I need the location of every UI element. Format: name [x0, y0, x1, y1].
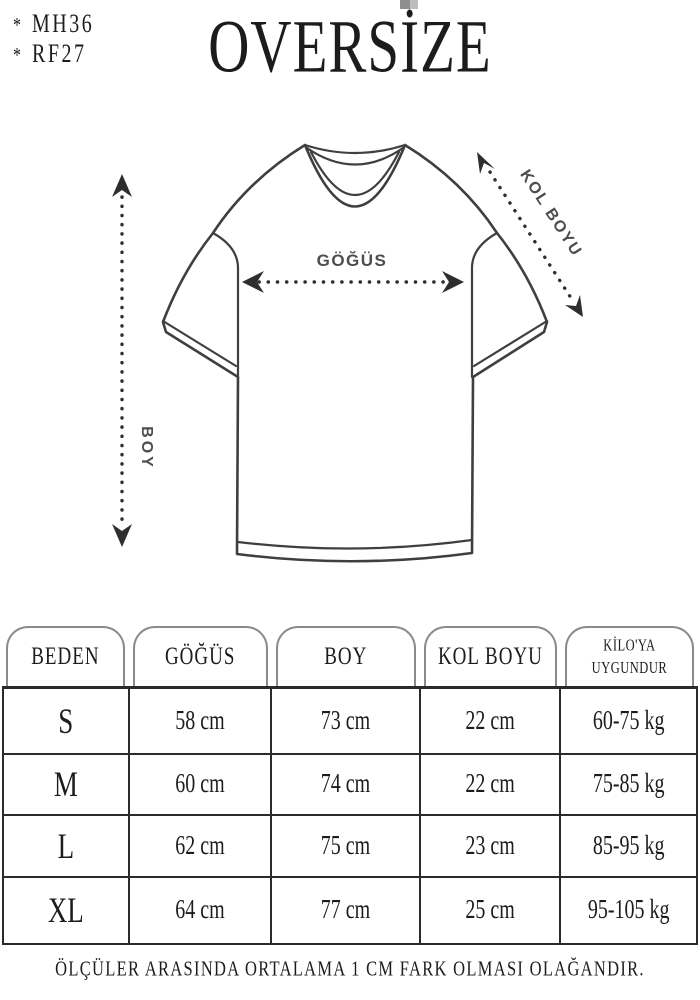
cell-weight: 85-95 kg [561, 816, 699, 876]
asterisk-bullet: * [13, 45, 21, 68]
header-size: BEDEN [6, 626, 125, 686]
chest-label: GÖĞÜS [317, 251, 388, 270]
product-codes: * MH36 * RF27 [13, 10, 94, 70]
header-chest: GÖĞÜS [132, 626, 268, 686]
length-arrow [112, 174, 132, 547]
sleeve-label: KOL BOYU [516, 167, 585, 260]
table-row-m: M 60 cm 74 cm 22 cm 75-85 kg [4, 755, 699, 816]
product-code-line: * MH36 [13, 10, 94, 40]
product-code-line: * RF27 [13, 40, 94, 70]
cell-sleeve: 25 cm [421, 878, 562, 943]
cell-length: 74 cm [272, 755, 421, 814]
arrowhead-upleft-icon [477, 152, 495, 174]
page-title: OVERSİZE [208, 5, 492, 89]
arrowhead-down-icon [112, 524, 132, 547]
tolerance-note: ÖLÇÜLER ARASINDA ORTALAMA 1 CM FARK OLMA… [55, 956, 645, 981]
size-table-body: S 58 cm 73 cm 22 cm 60-75 kg M 60 cm 74 … [2, 689, 699, 945]
cell-size: S [4, 689, 130, 753]
cell-sleeve: 23 cm [421, 816, 562, 876]
cell-sleeve: 22 cm [421, 689, 562, 753]
table-row-l: L 62 cm 75 cm 23 cm 85-95 kg [4, 816, 699, 878]
size-table: BEDEN GÖĞÜS BOY KOL BOYU KİLO'YA UYGUNDU… [2, 626, 699, 945]
cell-size: XL [4, 878, 130, 943]
cell-size: L [4, 816, 130, 876]
cell-chest: 60 cm [130, 755, 273, 814]
cell-weight: 60-75 kg [561, 689, 699, 753]
table-row-xl: XL 64 cm 77 cm 25 cm 95-105 kg [4, 878, 699, 945]
header-sleeve: KOL BOYU [423, 626, 557, 686]
product-code: RF27 [32, 39, 87, 69]
product-code: MH36 [32, 10, 95, 39]
header-weight: KİLO'YA UYGUNDUR [564, 626, 694, 686]
cell-weight: 75-85 kg [561, 755, 699, 814]
size-table-header-row: BEDEN GÖĞÜS BOY KOL BOYU KİLO'YA UYGUNDU… [2, 626, 698, 689]
tshirt-seam-lines [161, 143, 549, 550]
arrowhead-right-icon [442, 271, 464, 293]
cell-sleeve: 22 cm [421, 755, 562, 814]
header-length: BOY [275, 626, 416, 686]
cell-chest: 64 cm [130, 878, 273, 943]
tshirt-measurement-diagram: BOY GÖĞÜS KOL BOYU [112, 143, 585, 563]
arrowhead-left-icon [242, 271, 264, 293]
gray-square-artifact [400, 0, 418, 9]
length-label: BOY [138, 426, 155, 470]
cell-size: M [4, 755, 130, 814]
cell-length: 73 cm [272, 689, 421, 753]
arrowhead-downright-icon [565, 295, 583, 317]
cell-length: 75 cm [272, 816, 421, 876]
table-row-s: S 58 cm 73 cm 22 cm 60-75 kg [4, 689, 699, 755]
cell-weight: 95-105 kg [561, 878, 699, 943]
asterisk-bullet: * [13, 15, 21, 38]
arrowhead-up-icon [112, 174, 132, 197]
cell-chest: 58 cm [130, 689, 273, 753]
cell-chest: 62 cm [130, 816, 273, 876]
sleeve-arrow [477, 152, 583, 317]
chest-arrow [242, 271, 464, 293]
tshirt-outline [161, 143, 549, 563]
cell-length: 77 cm [272, 878, 421, 943]
